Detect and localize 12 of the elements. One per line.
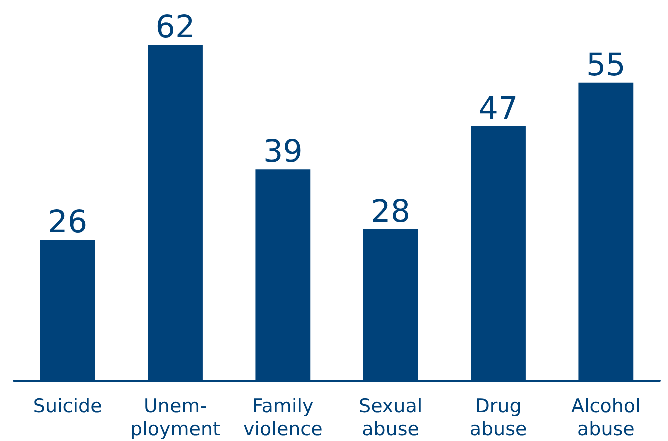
- x-tick-label: Suicide: [33, 396, 102, 418]
- data-label: 28: [371, 194, 411, 230]
- data-label: 55: [586, 47, 626, 84]
- x-tick-label: Drug abuse: [470, 396, 528, 440]
- x-tick-label: Family violence: [244, 396, 323, 440]
- x-tick-label: Unem- ployment: [130, 396, 220, 440]
- data-label: 47: [478, 90, 518, 127]
- data-label: 62: [156, 10, 196, 46]
- x-tick-label: Alcohol abuse: [572, 396, 641, 440]
- data-label: 39: [263, 134, 303, 170]
- x-tick-label: Sexual abuse: [359, 396, 423, 440]
- data-label: 26: [48, 204, 88, 241]
